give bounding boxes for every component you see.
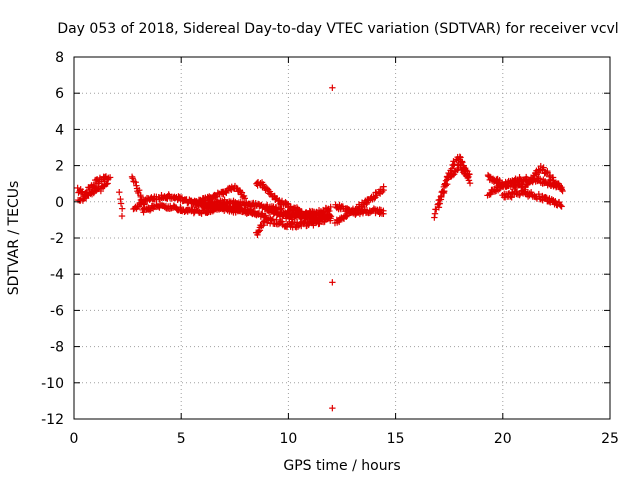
data-point bbox=[431, 214, 438, 221]
data-points bbox=[74, 84, 566, 412]
data-point bbox=[283, 200, 290, 207]
y-tick-label: 0 bbox=[55, 195, 64, 211]
data-point bbox=[241, 195, 248, 202]
data-point bbox=[466, 179, 474, 187]
y-tick-label: -10 bbox=[41, 376, 64, 392]
data-point bbox=[491, 188, 499, 195]
data-point bbox=[329, 279, 336, 286]
y-tick-label: 8 bbox=[55, 50, 64, 66]
y-tick-label: 2 bbox=[55, 159, 64, 175]
data-point bbox=[552, 198, 559, 205]
x-tick-label: 5 bbox=[177, 431, 186, 447]
x-tick-label: 20 bbox=[494, 431, 512, 447]
data-point bbox=[118, 205, 126, 212]
data-point bbox=[116, 188, 123, 196]
y-tick-label: 6 bbox=[55, 86, 64, 102]
data-point bbox=[559, 187, 566, 195]
data-point bbox=[276, 206, 284, 213]
data-point bbox=[257, 210, 265, 218]
y-axis-label: SDTVAR / TECUs bbox=[6, 181, 22, 296]
data-point bbox=[327, 203, 334, 211]
data-point bbox=[264, 219, 271, 226]
data-point bbox=[117, 200, 125, 207]
data-point bbox=[456, 153, 463, 160]
x-tick-label: 15 bbox=[387, 431, 405, 447]
data-point bbox=[106, 174, 114, 181]
data-point bbox=[465, 177, 473, 184]
data-point bbox=[326, 211, 333, 219]
data-point bbox=[542, 193, 549, 201]
y-tick-label: 4 bbox=[55, 122, 64, 138]
data-point bbox=[536, 175, 544, 183]
data-point bbox=[104, 180, 111, 187]
data-point bbox=[456, 162, 464, 169]
data-point bbox=[380, 183, 387, 190]
data-point bbox=[558, 184, 565, 191]
x-tick-label: 25 bbox=[601, 431, 619, 447]
data-point bbox=[545, 173, 553, 180]
x-tick-label: 0 bbox=[70, 431, 79, 447]
data-point bbox=[118, 212, 126, 220]
data-point bbox=[370, 205, 378, 212]
data-point bbox=[440, 188, 448, 195]
data-point bbox=[329, 404, 336, 412]
data-point bbox=[263, 203, 270, 211]
x-tick-label: 10 bbox=[279, 431, 297, 447]
y-tick-label: -6 bbox=[50, 303, 64, 319]
grid-lines bbox=[74, 57, 610, 419]
data-point bbox=[213, 193, 220, 201]
chart-title: Day 053 of 2018, Sidereal Day-to-day VTE… bbox=[57, 21, 618, 37]
data-point bbox=[128, 173, 136, 180]
data-point bbox=[442, 182, 450, 189]
y-tick-label: -8 bbox=[50, 340, 64, 356]
data-point bbox=[129, 175, 136, 182]
data-point bbox=[133, 182, 140, 189]
data-point bbox=[449, 171, 457, 179]
axis-ticks: 0 5 10 15 20 25 -12 -10 -8 -6 -4 -2 0 2 4 6 8 bbox=[41, 50, 619, 447]
data-point bbox=[288, 220, 295, 227]
data-point bbox=[451, 160, 458, 168]
data-point bbox=[457, 154, 464, 161]
data-point bbox=[278, 197, 286, 205]
data-point bbox=[319, 209, 326, 216]
data-point bbox=[550, 176, 557, 184]
x-axis-label: GPS time / hours bbox=[283, 458, 400, 474]
y-tick-label: -2 bbox=[50, 231, 64, 247]
y-tick-label: -12 bbox=[41, 412, 64, 428]
y-tick-label: -4 bbox=[50, 267, 64, 283]
data-point bbox=[204, 209, 211, 217]
data-point bbox=[327, 213, 335, 220]
data-point bbox=[238, 189, 246, 196]
data-point bbox=[329, 84, 336, 91]
data-point bbox=[135, 186, 143, 194]
data-point bbox=[537, 162, 544, 170]
data-point bbox=[132, 179, 139, 186]
data-point bbox=[74, 184, 81, 192]
data-point bbox=[457, 161, 465, 168]
data-point bbox=[371, 195, 378, 202]
data-point bbox=[558, 203, 565, 210]
data-point bbox=[540, 164, 547, 171]
data-point bbox=[255, 228, 262, 235]
data-point bbox=[260, 181, 267, 188]
data-point bbox=[556, 183, 564, 190]
data-point bbox=[380, 210, 387, 217]
data-point bbox=[194, 200, 202, 207]
